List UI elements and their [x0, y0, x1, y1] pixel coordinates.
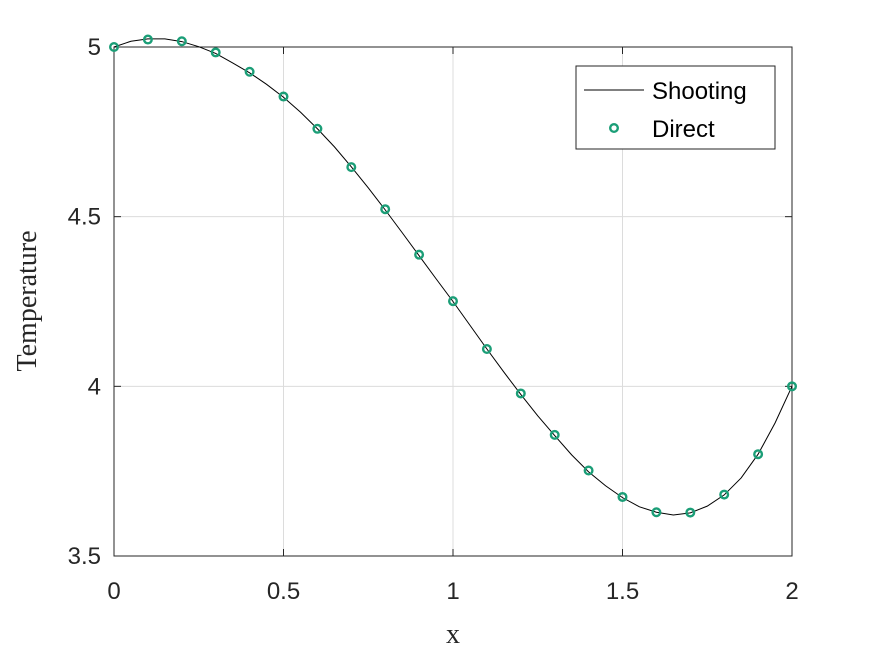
y-tick-label: 5: [88, 34, 101, 61]
data-point-direct: [685, 507, 696, 518]
data-point-direct: [481, 344, 492, 355]
x-tick-label: 0.5: [267, 578, 300, 605]
data-point-direct: [515, 388, 526, 399]
data-point-direct: [312, 123, 323, 134]
data-point-direct: [753, 449, 764, 460]
ticks: [113, 46, 793, 557]
data-point-direct: [244, 66, 255, 77]
legend: Shooting Direct: [575, 65, 776, 150]
data-point-direct: [651, 507, 662, 518]
data-point-direct: [448, 296, 459, 307]
legend-label-direct: Direct: [652, 116, 715, 143]
data-point-direct: [108, 42, 119, 53]
x-tick-label: 0: [107, 578, 120, 605]
x-tick-label: 2: [785, 578, 798, 605]
x-tick-labels: 0 0.5 1 1.5 2: [107, 578, 798, 605]
series-line-shooting: [113, 38, 793, 516]
data-point-direct: [380, 204, 391, 215]
data-point-direct: [142, 34, 153, 45]
data-point-direct: [278, 91, 289, 102]
data-point-direct: [719, 489, 730, 500]
data-point-direct: [549, 429, 560, 440]
y-tick-label: 4: [88, 373, 101, 400]
x-tick-label: 1: [446, 578, 459, 605]
series: [108, 34, 798, 518]
data-point-direct: [787, 381, 798, 392]
data-point-direct: [176, 36, 187, 47]
y-tick-label: 4.5: [68, 204, 101, 231]
y-tick-label: 3.5: [68, 543, 101, 570]
data-point-direct: [346, 162, 357, 173]
legend-box: [575, 65, 776, 150]
legend-marker-swatch: [609, 122, 620, 133]
data-point-direct: [583, 465, 594, 476]
data-point-direct: [617, 491, 628, 502]
data-point-direct: [414, 249, 425, 260]
legend-label-shooting: Shooting: [652, 78, 747, 105]
y-tick-labels: 3.5 4 4.5 5: [68, 34, 101, 570]
x-tick-label: 1.5: [606, 578, 639, 605]
x-axis-label: x: [446, 619, 460, 650]
data-point-direct: [210, 47, 221, 58]
y-axis-label: Temperature: [12, 230, 43, 371]
